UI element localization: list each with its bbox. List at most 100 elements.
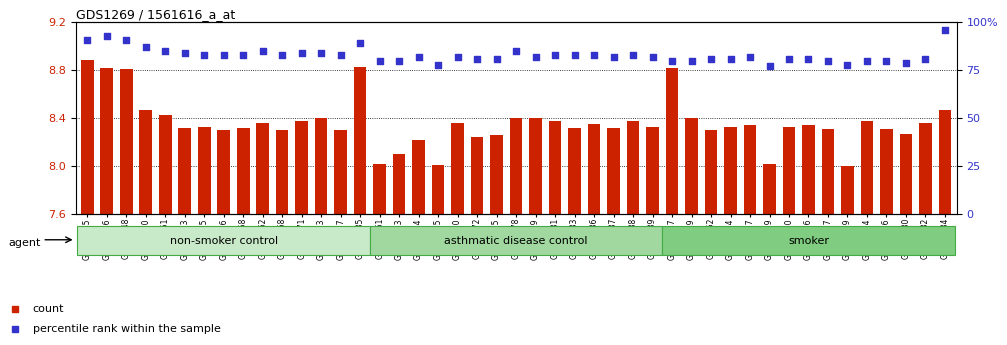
- Bar: [412, 140, 425, 214]
- Point: [235, 52, 251, 58]
- Bar: [374, 164, 386, 214]
- Point: [528, 54, 544, 60]
- Bar: [666, 68, 679, 214]
- Bar: [159, 115, 171, 214]
- Bar: [393, 154, 406, 214]
- Bar: [663, 226, 955, 255]
- Point: [781, 56, 798, 61]
- Point: [625, 52, 641, 58]
- Bar: [139, 110, 152, 214]
- Bar: [646, 127, 659, 214]
- Point: [761, 64, 777, 69]
- Bar: [724, 127, 737, 214]
- Point: [274, 52, 290, 58]
- Bar: [295, 120, 308, 214]
- Bar: [568, 128, 581, 214]
- Point: [215, 52, 232, 58]
- Point: [99, 33, 115, 39]
- Bar: [549, 120, 562, 214]
- Bar: [939, 110, 952, 214]
- Bar: [197, 127, 210, 214]
- Point: [176, 50, 192, 56]
- Bar: [588, 124, 600, 214]
- Bar: [432, 165, 444, 214]
- Text: count: count: [33, 304, 64, 314]
- Point: [411, 54, 427, 60]
- Bar: [899, 134, 912, 214]
- Bar: [237, 128, 250, 214]
- Bar: [782, 127, 796, 214]
- Bar: [861, 120, 873, 214]
- Point: [294, 50, 310, 56]
- Bar: [510, 118, 523, 214]
- Point: [352, 41, 369, 46]
- Bar: [451, 123, 464, 214]
- Point: [859, 58, 875, 63]
- Point: [469, 56, 485, 61]
- Bar: [218, 130, 230, 214]
- Bar: [822, 129, 835, 214]
- Text: asthmatic disease control: asthmatic disease control: [444, 236, 588, 246]
- Bar: [685, 118, 698, 214]
- Bar: [276, 130, 288, 214]
- Point: [372, 58, 388, 63]
- Bar: [78, 226, 370, 255]
- Point: [840, 62, 856, 67]
- Point: [488, 56, 505, 61]
- Point: [586, 52, 602, 58]
- Point: [255, 48, 271, 54]
- Point: [742, 54, 758, 60]
- Point: [664, 58, 680, 63]
- Point: [547, 52, 563, 58]
- Point: [430, 62, 446, 67]
- Bar: [744, 125, 756, 214]
- Bar: [919, 123, 931, 214]
- Bar: [763, 164, 775, 214]
- Text: GDS1269 / 1561616_a_at: GDS1269 / 1561616_a_at: [76, 8, 235, 21]
- Bar: [470, 137, 483, 214]
- Text: percentile rank within the sample: percentile rank within the sample: [33, 324, 221, 334]
- Bar: [315, 118, 327, 214]
- Point: [391, 58, 407, 63]
- Point: [80, 37, 96, 42]
- Point: [449, 54, 465, 60]
- Point: [508, 48, 524, 54]
- Bar: [81, 60, 94, 214]
- Point: [332, 52, 348, 58]
- Bar: [880, 129, 893, 214]
- Point: [118, 37, 134, 42]
- Point: [820, 58, 836, 63]
- Point: [801, 56, 817, 61]
- Point: [878, 58, 894, 63]
- Point: [157, 48, 173, 54]
- Point: [684, 58, 700, 63]
- Bar: [841, 166, 854, 214]
- Point: [644, 54, 661, 60]
- Point: [703, 56, 719, 61]
- Point: [567, 52, 583, 58]
- Text: agent: agent: [8, 238, 40, 248]
- Point: [313, 50, 329, 56]
- Bar: [353, 67, 367, 214]
- Bar: [120, 69, 133, 214]
- Bar: [626, 120, 639, 214]
- Point: [605, 54, 621, 60]
- Text: non-smoker control: non-smoker control: [169, 236, 278, 246]
- Point: [937, 27, 953, 33]
- Bar: [705, 130, 717, 214]
- Bar: [490, 135, 502, 214]
- Point: [138, 45, 154, 50]
- Bar: [803, 125, 815, 214]
- Bar: [334, 130, 347, 214]
- Bar: [530, 118, 542, 214]
- Point: [917, 56, 933, 61]
- Point: [722, 56, 738, 61]
- Bar: [101, 68, 113, 214]
- Bar: [257, 123, 269, 214]
- Point: [196, 52, 212, 58]
- Bar: [607, 128, 620, 214]
- Text: smoker: smoker: [788, 236, 829, 246]
- Point: [898, 60, 914, 66]
- Bar: [370, 226, 663, 255]
- Bar: [178, 128, 191, 214]
